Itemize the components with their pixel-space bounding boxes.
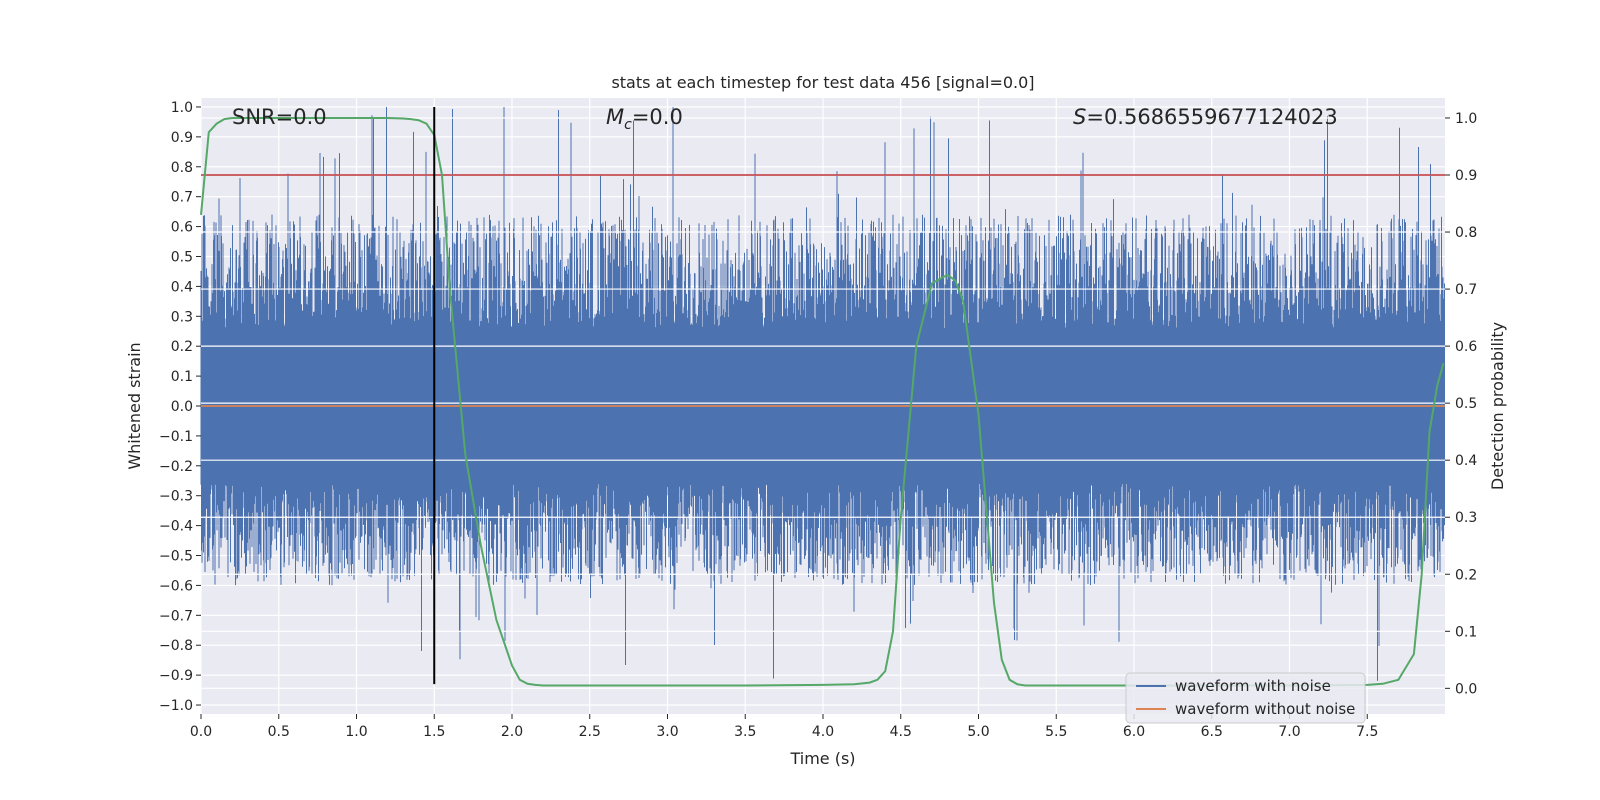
x-tick-label-7: 3.5 — [734, 724, 756, 740]
chart-title: stats at each timestep for test data 456… — [611, 73, 1034, 92]
y-left-tick-label-9: 0.1 — [171, 369, 193, 385]
y-left-tick-label-16: −0.6 — [159, 578, 193, 594]
score-symbol: S — [1073, 105, 1086, 129]
x-tick-label-13: 6.5 — [1201, 724, 1223, 740]
y-left-tick-label-15: −0.5 — [159, 549, 193, 565]
y-left-tick-label-5: 0.5 — [171, 249, 193, 265]
chirp-mass-subscript: c — [624, 117, 632, 133]
y-right-tick-label-3: 0.7 — [1455, 282, 1477, 298]
y-right-tick-label-7: 0.3 — [1455, 510, 1477, 526]
y-left-tick-label-7: 0.3 — [171, 309, 193, 325]
x-tick-label-14: 7.0 — [1278, 724, 1300, 740]
x-tick-label-15: 7.5 — [1356, 724, 1378, 740]
x-tick-label-0: 0.0 — [190, 724, 212, 740]
y-left-tick-label-10: 0.0 — [171, 399, 193, 415]
y-left-tick-label-19: −0.9 — [159, 668, 193, 684]
y-left-tick-label-20: −1.0 — [159, 698, 193, 714]
y-right-axis-label: Detection probability — [1488, 322, 1507, 490]
y-left-tick-label-12: −0.2 — [159, 459, 193, 475]
y-left-axis-label: Whitened strain — [125, 342, 144, 469]
y-right-tick-label-6: 0.4 — [1455, 453, 1477, 469]
chirp-mass-annotation: Mc=0.0 — [606, 105, 683, 133]
y-left-tick-label-17: −0.7 — [159, 608, 193, 624]
chirp-mass-value: =0.0 — [632, 105, 683, 129]
y-right-tick-label-5: 0.5 — [1455, 396, 1477, 412]
y-left-tick-label-13: −0.3 — [159, 489, 193, 505]
y-left-tick-label-3: 0.7 — [171, 190, 193, 206]
legend-label-clean: waveform without noise — [1175, 700, 1355, 718]
y-right-tick-label-9: 0.1 — [1455, 624, 1477, 640]
legend-box — [1125, 672, 1366, 724]
y-left-tick-label-8: 0.2 — [171, 339, 193, 355]
x-axis-label: Time (s) — [789, 749, 855, 768]
y-left-tick-label-1: 0.9 — [171, 130, 193, 146]
y-right-tick-label-2: 0.8 — [1455, 225, 1477, 241]
x-tick-label-11: 5.5 — [1045, 724, 1067, 740]
x-tick-label-5: 2.5 — [579, 724, 601, 740]
chirp-mass-symbol: M — [606, 105, 624, 129]
x-tick-label-6: 3.0 — [656, 724, 678, 740]
x-tick-labels: 0.0 0.5 1.0 1.5 2.0 2.5 3.0 3.5 4.0 4.5 5.0 5.5 6.0 6… — [190, 714, 1378, 740]
y-left-tick-label-14: −0.4 — [159, 519, 193, 535]
x-tick-label-4: 2.0 — [501, 724, 523, 740]
y-left-tick-label-0: 1.0 — [171, 100, 193, 116]
x-tick-label-8: 4.0 — [812, 724, 834, 740]
y-left-tick-label-4: 0.6 — [171, 220, 193, 236]
y-left-tick-label-6: 0.4 — [171, 279, 193, 295]
y-left-tick-label-11: −0.1 — [159, 429, 193, 445]
y-right-tick-label-4: 0.6 — [1455, 339, 1477, 355]
y-right-tick-labels: 1.0 0.9 0.8 0.7 0.6 0.5 0.4 0.3 0.2 0.1 0.0 — [1445, 111, 1477, 697]
y-left-tick-labels: 1.0 0.9 0.8 0.7 0.6 0.5 0.4 0.3 0.2 0.1 0.0 −0.1 −0.… — [159, 100, 201, 714]
y-right-tick-label-0: 1.0 — [1455, 111, 1477, 127]
score-value: =0.5686559677124023 — [1086, 105, 1337, 129]
x-tick-label-1: 0.5 — [268, 724, 290, 740]
x-tick-label-2: 1.0 — [345, 724, 367, 740]
snr-annotation: SNR=0.0 — [232, 105, 327, 129]
y-left-tick-label-18: −0.8 — [159, 638, 193, 654]
y-right-tick-label-10: 0.0 — [1455, 681, 1477, 697]
y-right-tick-label-1: 0.9 — [1455, 168, 1477, 184]
legend-label-noise: waveform with noise — [1175, 677, 1331, 695]
x-tick-label-10: 5.0 — [967, 724, 989, 740]
score-annotation: S=0.5686559677124023 — [1073, 105, 1338, 129]
legend: waveform with noise waveform without noi… — [1125, 672, 1366, 724]
x-tick-label-3: 1.5 — [423, 724, 445, 740]
x-tick-label-12: 6.0 — [1123, 724, 1145, 740]
y-left-tick-label-2: 0.8 — [171, 160, 193, 176]
x-tick-label-9: 4.5 — [890, 724, 912, 740]
y-right-tick-label-8: 0.2 — [1455, 567, 1477, 583]
